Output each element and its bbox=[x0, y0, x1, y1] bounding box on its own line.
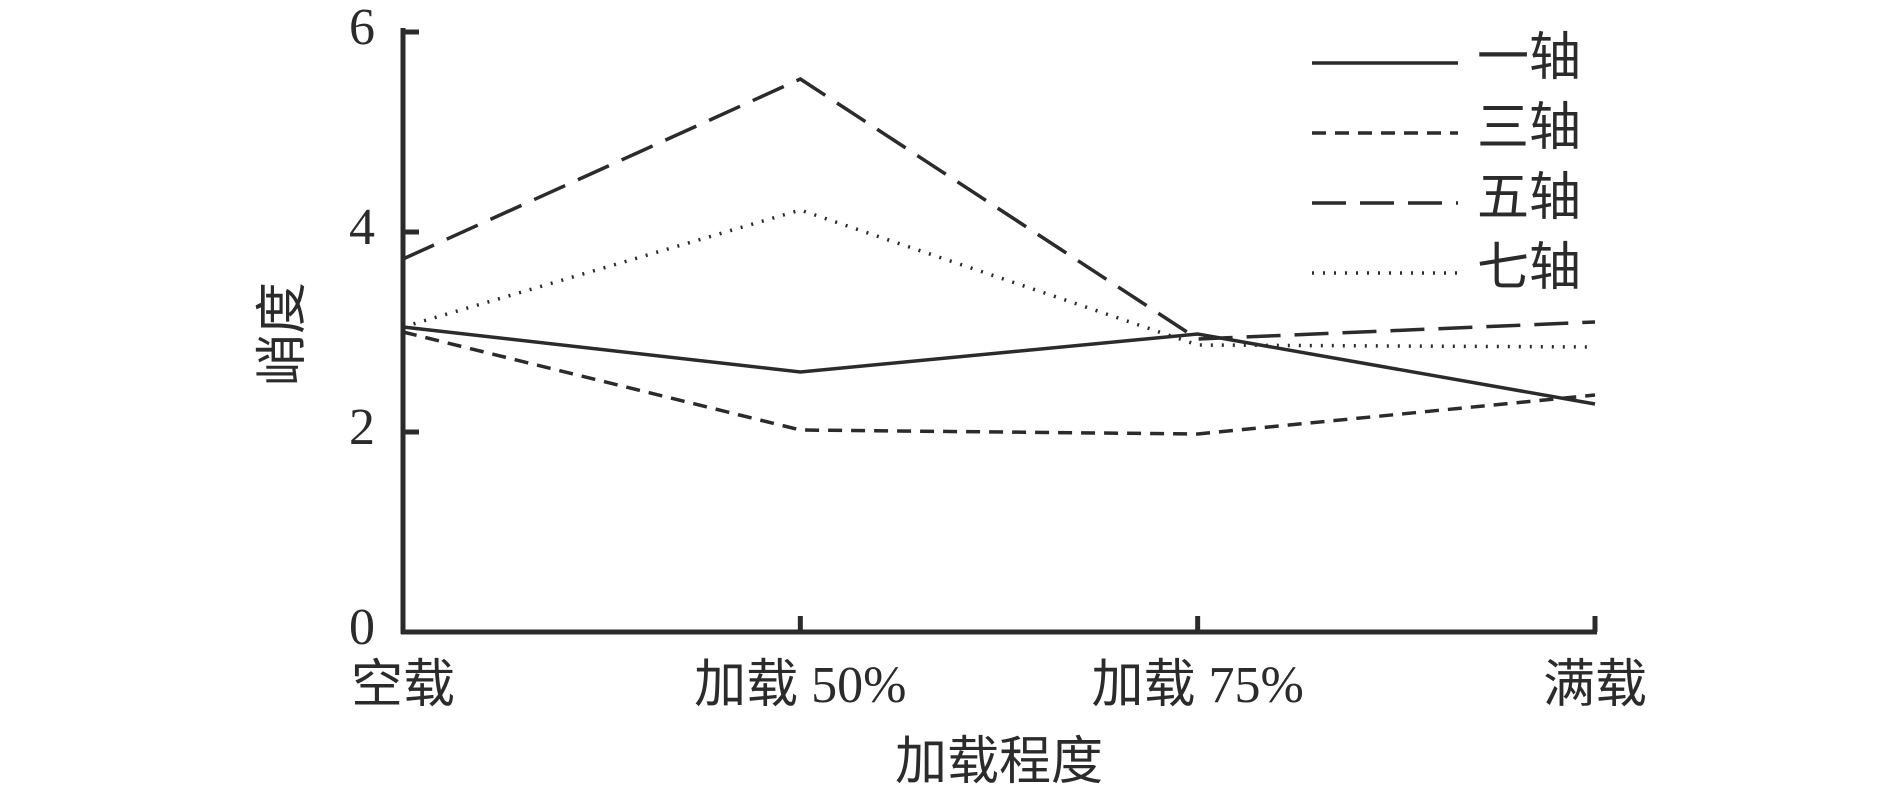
x-tick-label: 加载 50% bbox=[694, 657, 906, 714]
y-tick-label: 4 bbox=[349, 199, 375, 256]
x-tick-label: 加载 75% bbox=[1092, 657, 1304, 714]
legend-label: 三轴 bbox=[1477, 100, 1581, 157]
legend-label: 一轴 bbox=[1477, 30, 1581, 87]
y-tick-label: 0 bbox=[349, 599, 375, 656]
legend-label: 七轴 bbox=[1477, 240, 1581, 297]
series-line bbox=[402, 77, 1596, 341]
series-line bbox=[402, 330, 1596, 436]
y-tick-label: 6 bbox=[349, 0, 375, 56]
y-axis-title: 峭度 bbox=[255, 282, 312, 386]
y-tick-label: 2 bbox=[349, 399, 375, 456]
legend-label: 五轴 bbox=[1477, 170, 1581, 227]
x-tick-label: 空载 bbox=[351, 657, 455, 714]
series-line bbox=[402, 325, 1596, 406]
x-tick-label: 满载 bbox=[1543, 657, 1647, 714]
series-line bbox=[402, 208, 1596, 349]
x-axis-title: 加载程度 bbox=[895, 734, 1103, 791]
